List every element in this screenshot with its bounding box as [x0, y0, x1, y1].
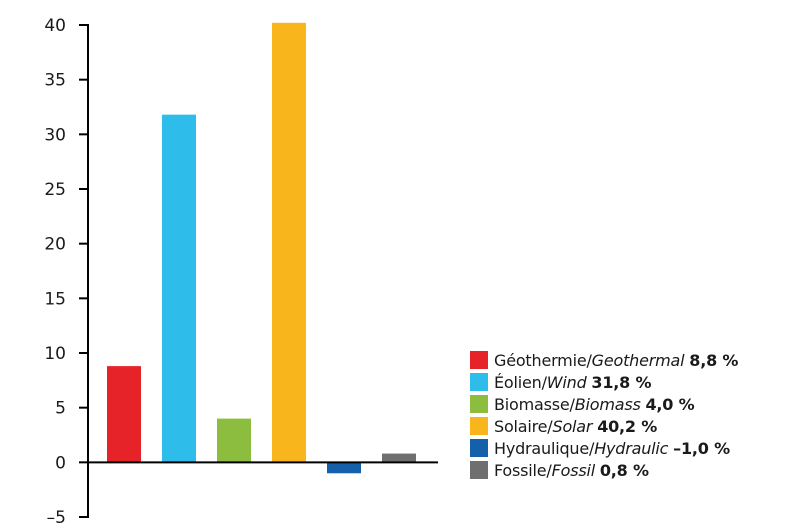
legend-item-fossil: Fossile/Fossil 0,8 % [470, 459, 792, 481]
bars-group [107, 22, 416, 474]
y-tick-label: 0 [55, 453, 66, 473]
y-tick-label: 10 [44, 344, 66, 364]
y-tick-label: 15 [44, 289, 66, 309]
y-tick-label: 25 [44, 180, 66, 200]
bar-geothermal [107, 366, 141, 463]
legend-item-hydraulic: Hydraulique/Hydraulic –1,0 % [470, 437, 792, 459]
y-tick-label: 20 [44, 235, 66, 255]
legend-swatch-hydraulic [470, 439, 488, 457]
bar-wind [162, 114, 196, 463]
legend-label-wind: Éolien/Wind 31,8 % [494, 372, 652, 392]
legend-label-hydraulic: Hydraulique/Hydraulic –1,0 % [494, 438, 730, 458]
y-tick-label: 5 [55, 399, 66, 419]
bar-hydraulic [327, 462, 361, 474]
y-ticks: 40 35 30 25 20 15 10 5 0 –5 [44, 16, 88, 523]
bar-fossil [382, 453, 416, 463]
bar-solar [272, 22, 306, 463]
y-tick-label: 40 [44, 16, 66, 36]
legend-item-geothermal: Géothermie/Geothermal 8,8 % [470, 349, 792, 371]
legend: Géothermie/Geothermal 8,8 % Éolien/Wind … [470, 349, 792, 481]
legend-item-biomass: Biomasse/Biomass 4,0 % [470, 393, 792, 415]
y-tick-label: –5 [47, 508, 66, 523]
legend-swatch-solar [470, 417, 488, 435]
legend-label-geothermal: Géothermie/Geothermal 8,8 % [494, 350, 739, 370]
legend-label-solar: Solaire/Solar 40,2 % [494, 416, 658, 436]
legend-label-biomass: Biomasse/Biomass 4,0 % [494, 394, 695, 414]
legend-swatch-geothermal [470, 351, 488, 369]
legend-swatch-biomass [470, 395, 488, 413]
legend-item-wind: Éolien/Wind 31,8 % [470, 371, 792, 393]
legend-label-fossil: Fossile/Fossil 0,8 % [494, 460, 649, 480]
legend-swatch-fossil [470, 461, 488, 479]
legend-item-solar: Solaire/Solar 40,2 % [470, 415, 792, 437]
y-tick-label: 30 [44, 125, 66, 145]
legend-swatch-wind [470, 373, 488, 391]
y-tick-label: 35 [44, 71, 66, 91]
axes-group: 40 35 30 25 20 15 10 5 0 –5 [44, 16, 438, 523]
bar-biomass [217, 418, 251, 463]
